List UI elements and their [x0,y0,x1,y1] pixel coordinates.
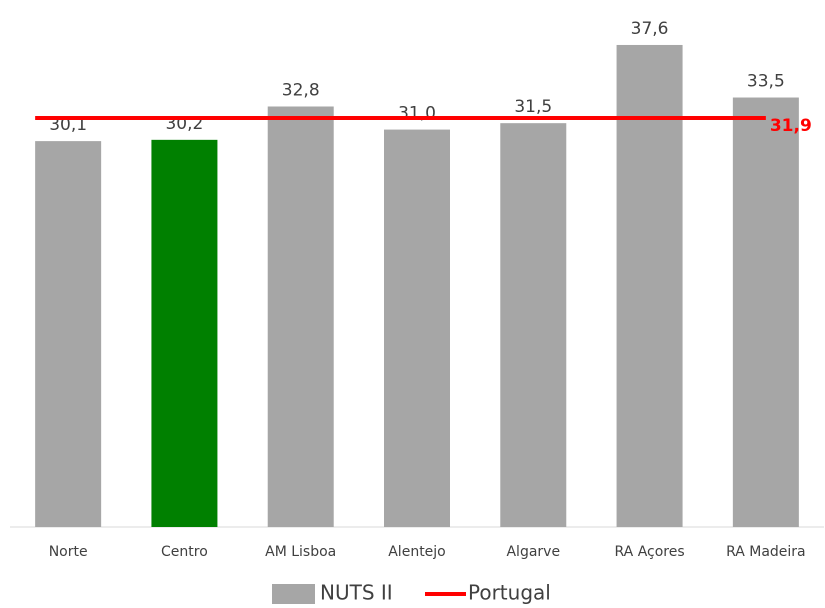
value-label: 33,5 [747,72,785,92]
legend-swatch [272,584,315,604]
bar [732,97,799,527]
x-tick-label: Norte [49,544,88,560]
bar [616,44,683,528]
value-label: 31,0 [398,104,436,124]
value-label: 32,8 [282,81,320,101]
bar [151,139,218,527]
legend-label: NUTS II [320,581,393,605]
bar [384,129,450,527]
x-tick-label: RA Açores [615,544,685,560]
value-label: 31,5 [514,97,552,117]
reference-label: 31,9 [770,116,812,136]
bar [500,123,567,528]
x-tick-label: RA Madeira [726,544,806,560]
x-tick-label: Algarve [506,544,560,560]
bar [267,106,334,527]
x-tick-label: Centro [161,544,208,560]
legend-label: Portugal [468,581,551,605]
bar [35,141,102,528]
value-label: 30,1 [49,115,87,135]
x-tick-label: Alentejo [388,544,446,560]
value-label: 37,6 [631,19,669,39]
x-tick-label: AM Lisboa [265,544,336,560]
